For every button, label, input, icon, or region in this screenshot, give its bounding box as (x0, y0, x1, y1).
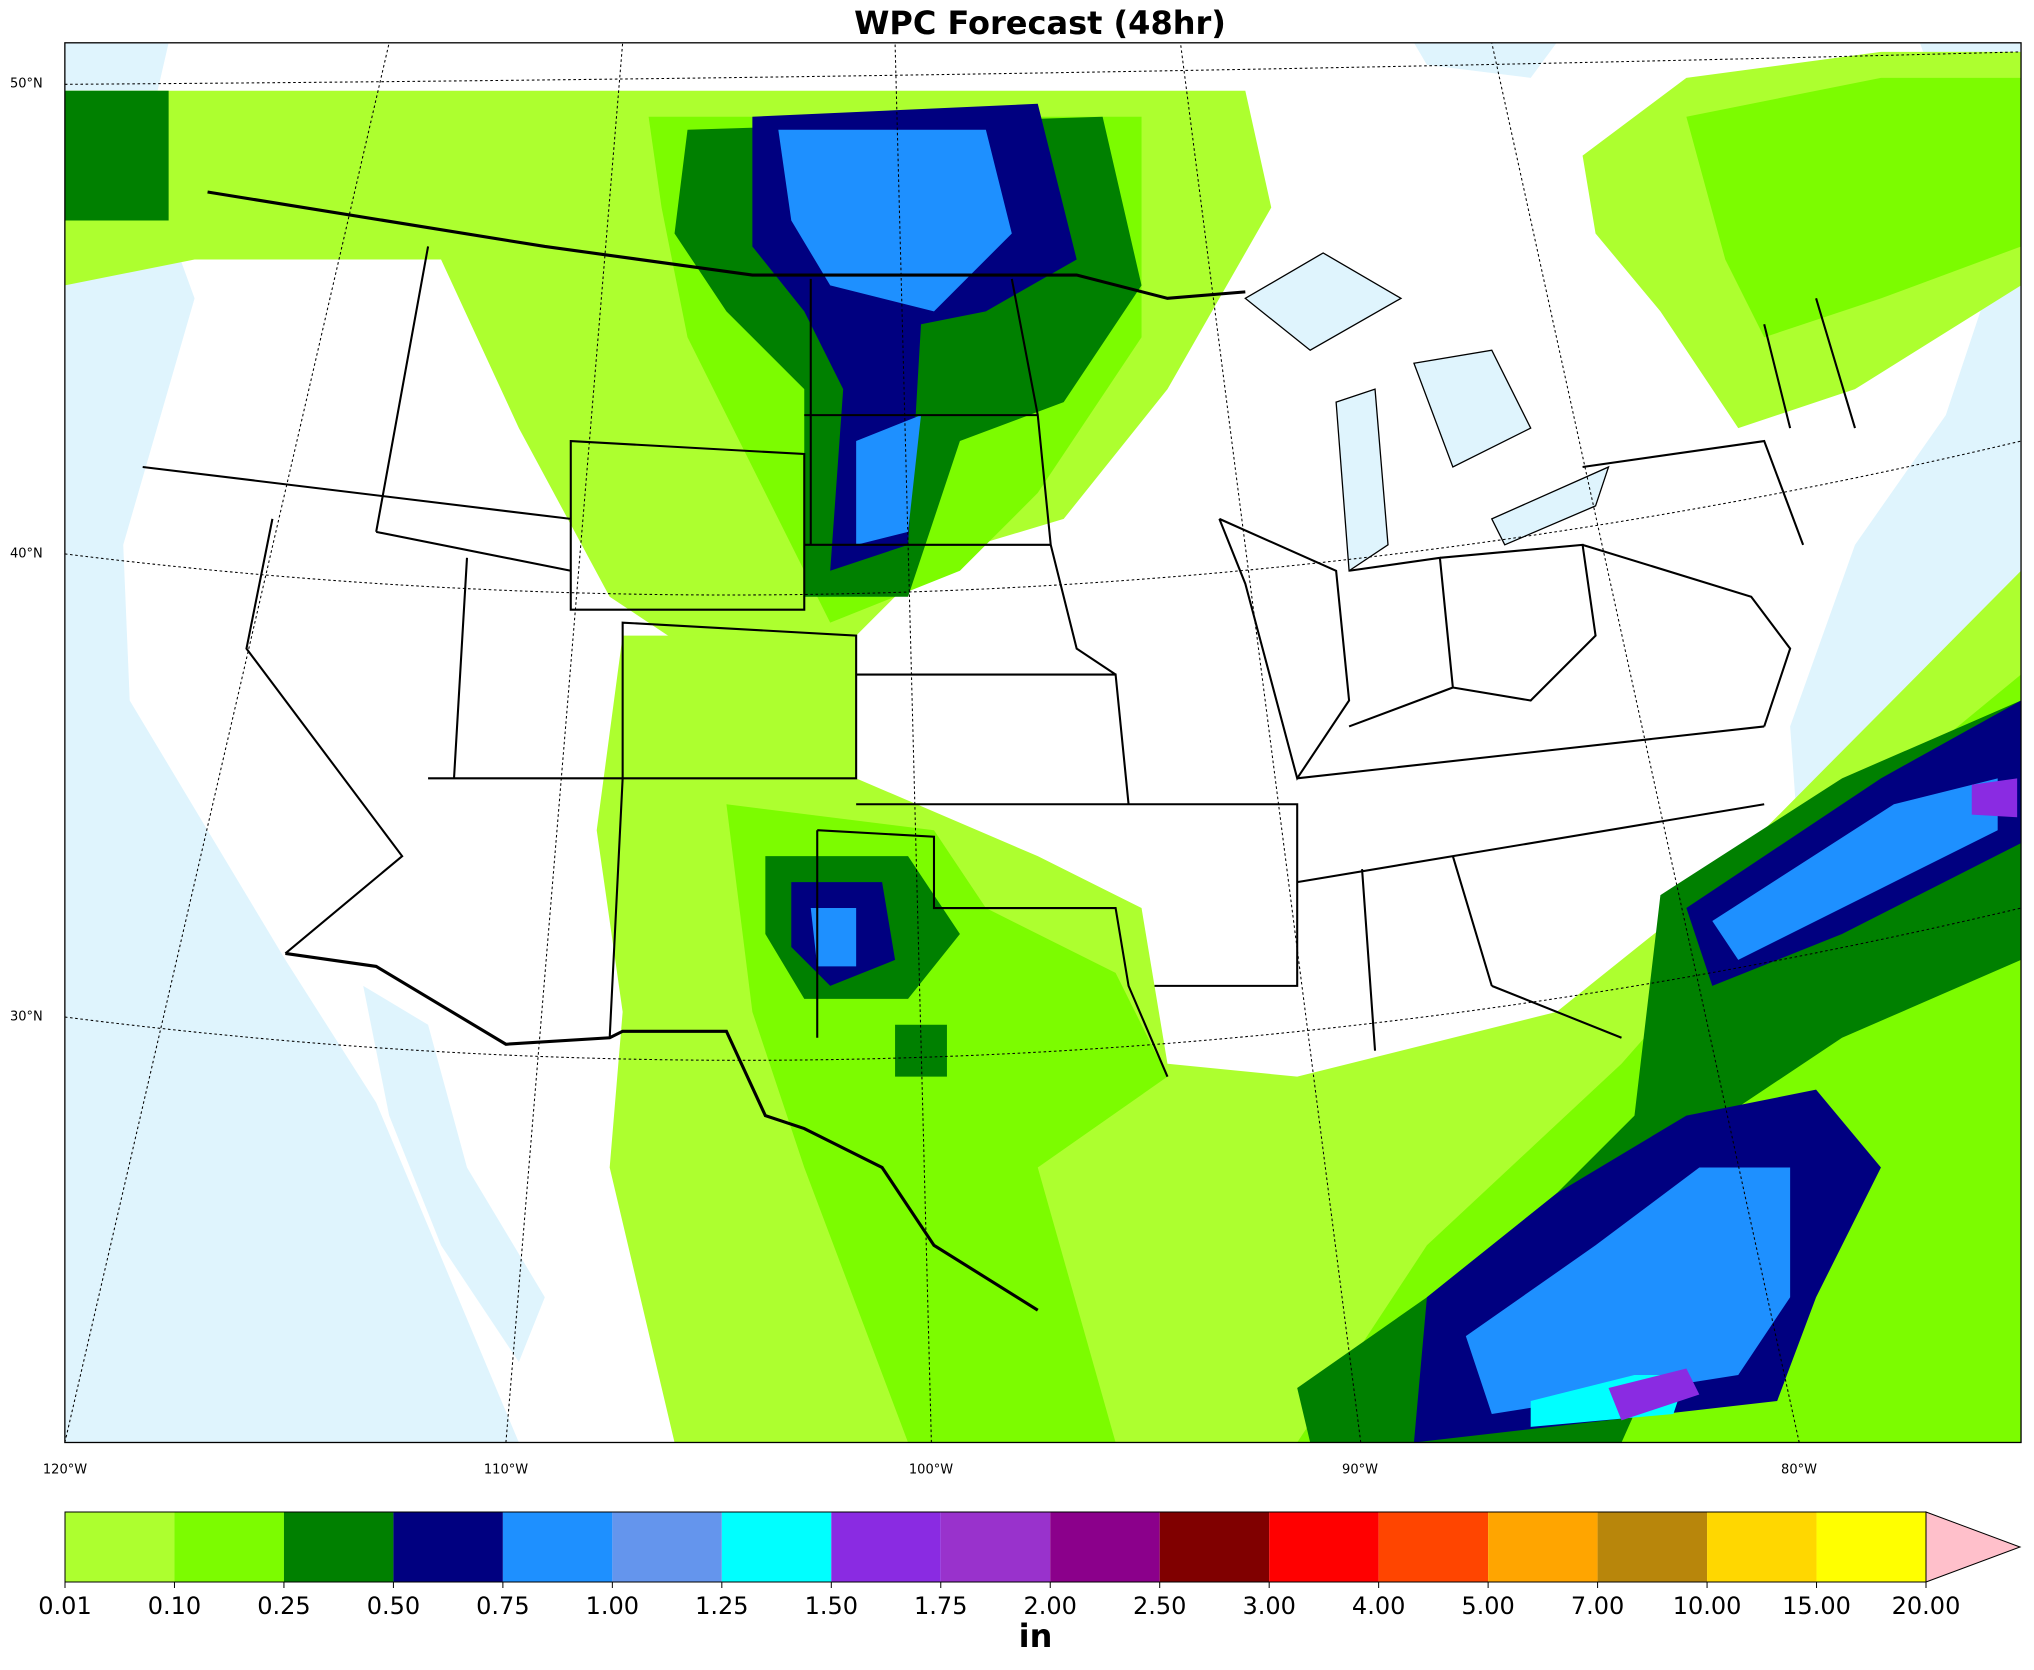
colorbar-tick-label: 0.01 (38, 1592, 91, 1620)
colorbar-tick-label: 7.00 (1571, 1592, 1624, 1620)
lon-label: 120°W (43, 1463, 87, 1478)
colorbar-tick-label: 1.25 (695, 1592, 748, 1620)
lon-label: 110°W (484, 1463, 528, 1478)
colorbar-tick-label: 0.10 (148, 1592, 201, 1620)
map-frame (64, 42, 2022, 1444)
lon-label: 80°W (1781, 1463, 1817, 1478)
colorbar-swatch (1050, 1512, 1160, 1582)
colorbar-tick-label: 1.00 (586, 1592, 639, 1620)
colorbar-swatch (1707, 1512, 1817, 1582)
colorbar-swatch (1597, 1512, 1708, 1582)
colorbar-tick-label: 1.50 (805, 1592, 858, 1620)
colorbar-tick-label: 0.50 (367, 1592, 420, 1620)
great-lakes (1244, 252, 1610, 572)
colorbar-tick-label: 0.75 (476, 1592, 529, 1620)
title: WPC Forecast (48hr) (854, 4, 1226, 42)
colorbar-swatch (721, 1512, 832, 1582)
colorbar-tick-label: 2.50 (1133, 1592, 1186, 1620)
colorbar-swatch (283, 1512, 394, 1582)
colorbar-swatch (1269, 1512, 1379, 1582)
pacific (64, 42, 519, 1443)
colorbar-extend (1925, 1511, 2022, 1583)
colorbar-unit: in (1019, 1617, 1053, 1655)
colorbar-swatch (1816, 1512, 1926, 1582)
precip-north (778, 129, 1012, 545)
map-art (64, 42, 2022, 1444)
gulf-of-california (363, 985, 545, 1363)
colorbar-tick-label: 20.00 (1892, 1592, 1961, 1620)
lat-label: 40°N (10, 547, 43, 562)
colorbar-swatch (502, 1512, 613, 1582)
lon-label: 90°W (1342, 1463, 1378, 1478)
colorbar-tick-label: 3.00 (1242, 1592, 1295, 1620)
colorbar-tick-label: 5.00 (1461, 1592, 1514, 1620)
colorbar-swatch (1159, 1512, 1270, 1582)
precip-ne (1686, 77, 2022, 338)
colorbar-swatch (65, 1512, 175, 1582)
borders (142, 190, 1856, 1312)
colorbar-swatch (612, 1512, 722, 1582)
colorbar-frame (64, 1511, 1927, 1583)
colorbar-swatch (1378, 1512, 1489, 1582)
colorbar-tick-label: 2.00 (1024, 1592, 1077, 1620)
colorbar-tick-label: 10.00 (1673, 1592, 1742, 1620)
colorbar-tick-label: 15.00 (1782, 1592, 1851, 1620)
lat-label: 30°N (10, 1010, 43, 1025)
colorbar-tick-label: 0.25 (257, 1592, 310, 1620)
precip-nw (64, 90, 169, 221)
graticule (64, 42, 2022, 1443)
colorbar-swatch (393, 1512, 503, 1582)
precip-sw (810, 908, 857, 967)
colorbar-swatch (1488, 1512, 1598, 1582)
colorbar-swatch (940, 1512, 1051, 1582)
lon-label: 100°W (909, 1463, 953, 1478)
lat-label: 50°N (10, 77, 43, 92)
colorbar-tick-label: 1.75 (914, 1592, 967, 1620)
precip-south (1465, 778, 1998, 1414)
colorbar-swatch (174, 1512, 284, 1582)
colorbar-swatch (831, 1512, 941, 1582)
colorbar-tick-label: 4.00 (1352, 1592, 1405, 1620)
